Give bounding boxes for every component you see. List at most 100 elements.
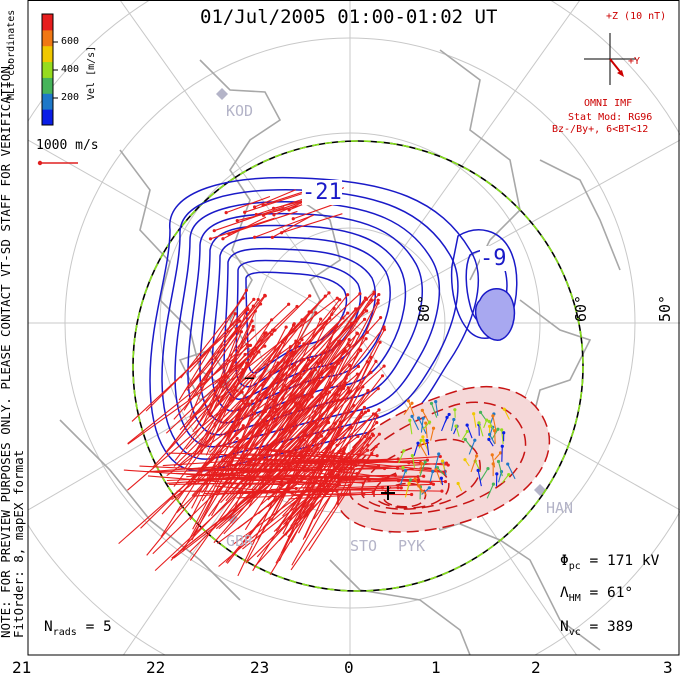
velocity-vector-origin <box>409 478 412 481</box>
lambda-subscript: HM <box>569 593 581 604</box>
velocity-vector-origin <box>285 326 288 329</box>
preview-note: NOTE: FOR PREVIEW PURPOSES ONLY. PLEASE … <box>0 18 25 638</box>
latitude-label-80: 80° <box>415 295 433 322</box>
phi-subscript: pc <box>569 561 581 572</box>
velocity-vector-origin <box>332 464 335 467</box>
velocity-vector-origin <box>242 296 245 299</box>
velocity-vector-origin <box>377 387 380 390</box>
velocity-vector-origin <box>507 473 510 476</box>
velocity-vector-origin <box>430 402 433 405</box>
velocity-vector-origin <box>307 358 310 361</box>
mlt-tick-2: 2 <box>531 658 541 677</box>
velocity-vector-origin <box>431 470 434 473</box>
velocity-vector-origin <box>325 392 328 395</box>
velocity-vector-origin <box>367 409 370 412</box>
velocity-vector-origin <box>324 295 327 298</box>
velocity-vector-origin <box>287 303 290 306</box>
velocity-vector-origin <box>333 307 336 310</box>
stat-n-rads: Nrads = 5 <box>44 619 112 638</box>
velocity-vector-origin <box>491 453 494 456</box>
colorbar-tick-400: 400 <box>61 64 79 75</box>
velocity-vector-origin <box>300 338 303 341</box>
velocity-vector-origin <box>272 213 275 216</box>
velocity-vector-origin <box>358 292 361 295</box>
velocity-vector-origin <box>452 418 455 421</box>
velocity-vector-origin <box>495 472 498 475</box>
velocity-vector-origin <box>240 409 243 412</box>
velocity-vector-origin <box>271 236 274 239</box>
note-line-2: FitOrder: 8, mapEX format <box>12 18 25 638</box>
velocity-vector-origin <box>488 433 491 436</box>
velocity-vector-origin <box>249 344 252 347</box>
velocity-vector-origin <box>347 344 350 347</box>
colorbar-ticks <box>53 42 58 98</box>
velocity-vector-origin <box>357 365 360 368</box>
velocity-vector-origin <box>410 402 413 405</box>
nrads-symbol: N <box>44 619 53 635</box>
velocity-vector-origin <box>247 363 250 366</box>
velocity-vector-origin <box>360 477 363 480</box>
velocity-vector-origin <box>234 312 237 315</box>
velocity-vector-origin <box>365 309 368 312</box>
velocity-vector-origin <box>270 333 273 336</box>
velocity-vector-origin <box>253 205 256 208</box>
velocity-vector-origin <box>355 332 358 335</box>
velocity-vector-origin <box>257 298 260 301</box>
velocity-vector-origin <box>365 298 368 301</box>
colorbar-unit-label: Vel [m/s] <box>86 46 97 100</box>
nrads-value: = 5 <box>86 619 112 635</box>
velocity-vector-origin <box>252 304 255 307</box>
velocity-vector-origin <box>376 301 379 304</box>
velocity-vector-origin <box>437 452 440 455</box>
velocity-vector-origin <box>361 385 364 388</box>
velocity-vector-origin <box>372 491 375 494</box>
velocity-vector-origin <box>453 408 456 411</box>
velocity-vector-origin <box>341 316 344 319</box>
velocity-vector-origin <box>346 293 349 296</box>
velocity-vector-origin <box>372 292 375 295</box>
colorbar-tick-600: 600 <box>61 36 79 47</box>
stat-lambda-hm: ΛHM = 61° <box>560 585 633 604</box>
nvc-value: = 389 <box>590 619 634 635</box>
velocity-vector-origin <box>440 477 443 480</box>
phi-value: = 171 kV <box>590 553 660 569</box>
velocity-vector-origin <box>492 462 495 465</box>
velocity-vector-origin <box>363 318 366 321</box>
velocity-vector-origin <box>496 428 499 431</box>
velocity-vector-origin <box>422 475 425 478</box>
nrads-subscript: rads <box>53 627 77 638</box>
velocity-vector-origin <box>448 413 451 416</box>
velocity-vector-origin <box>441 459 444 462</box>
velocity-vector-origin <box>445 416 448 419</box>
velocity-vector-origin <box>264 294 267 297</box>
velocity-vector-origin <box>346 311 349 314</box>
latitude-label-60: 60° <box>572 295 590 322</box>
velocity-vector-origin <box>381 374 384 377</box>
velocity-vector-origin <box>271 329 274 332</box>
velocity-vector-origin <box>400 486 403 489</box>
velocity-vector-origin <box>328 391 331 394</box>
mlt-tick-1: 1 <box>431 658 441 677</box>
velocity-vector-origin <box>382 325 385 328</box>
velocity-vector-origin <box>301 477 304 480</box>
velocity-vector-origin <box>236 389 239 392</box>
velocity-vector-origin <box>277 408 280 411</box>
velocity-vector-origin <box>289 345 292 348</box>
velocity-vector-origin <box>246 306 249 309</box>
velocity-vector-origin <box>270 318 273 321</box>
velocity-vector-origin <box>378 341 381 344</box>
velocity-vector-origin <box>487 438 490 441</box>
velocity-vector-origin <box>371 432 374 435</box>
velocity-vector <box>495 431 496 444</box>
velocity-vector-origin <box>407 482 410 485</box>
station-label-pyk: PYK <box>398 537 425 555</box>
velocity-vector-origin <box>243 353 246 356</box>
velocity-vector-origin <box>472 412 475 415</box>
nvc-subscript: vc <box>569 627 581 638</box>
velocity-vector-origin <box>348 338 351 341</box>
velocity-vector-origin <box>414 477 417 480</box>
velocity-vector-origin <box>294 401 297 404</box>
vector-scale-label: 1000 m/s <box>36 138 99 153</box>
velocity-vector-origin <box>236 219 239 222</box>
velocity-vector-origin <box>424 460 427 463</box>
